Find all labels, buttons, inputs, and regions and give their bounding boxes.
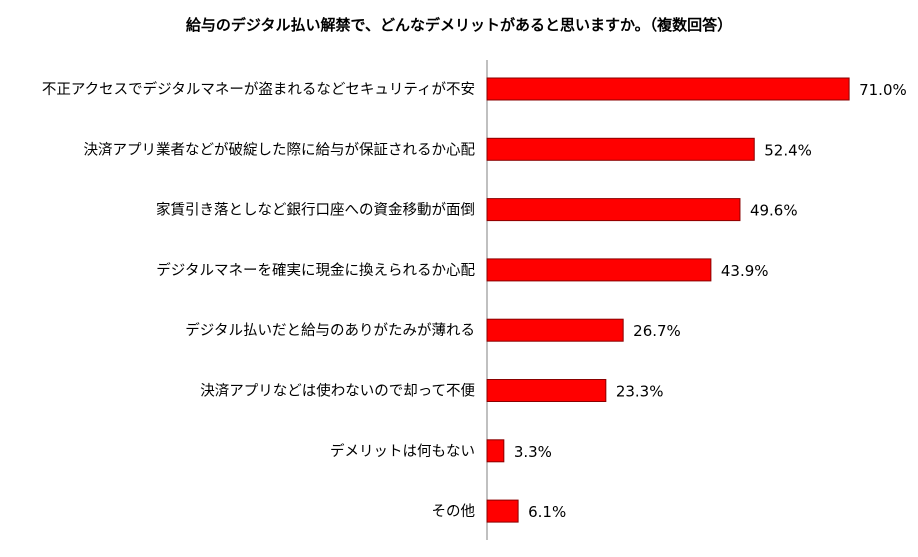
value-label: 26.7% (633, 322, 681, 340)
category-label: デジタル払いだと給与のありがたみが薄れる (185, 321, 475, 339)
bar-3 (486, 258, 712, 282)
bar-7 (486, 499, 519, 523)
category-label: 家賃引き落としなど銀行口座への資金移動が面倒 (156, 202, 475, 219)
category-label: デジタルマネーを確実に現金に換えられるか心配 (156, 261, 475, 279)
category-label: デメリットは何もない (330, 442, 475, 460)
value-label: 71.0% (859, 81, 907, 99)
bar-0 (486, 77, 850, 101)
value-label: 6.1% (528, 503, 566, 521)
bar-1 (486, 137, 755, 161)
bar-5 (486, 379, 607, 402)
category-label: 決済アプリなどは使わないので却って不便 (200, 383, 475, 400)
value-label: 52.4% (764, 141, 812, 159)
value-label: 43.9% (721, 262, 769, 280)
bars-group: 不正アクセスでデジタルマネーが盗まれるなどセキュリティが不安 71.0% 決済アプリ… (42, 77, 907, 523)
bar-2 (486, 198, 741, 222)
value-label: 23.3% (616, 383, 664, 401)
bar-4 (486, 318, 624, 342)
value-label: 49.6% (750, 202, 798, 220)
value-label: 3.3% (514, 443, 552, 461)
chart-title: 給与のデジタル払い解禁で、どんなデメリットがあると思いますか。（複数回答） (186, 16, 732, 34)
category-label: 決済アプリ業者などが破綻した際に給与が保証されるか心配 (84, 141, 476, 158)
category-label: その他 (432, 503, 476, 520)
category-label: 不正アクセスでデジタルマネーが盗まれるなどセキュリティが不安 (42, 80, 475, 98)
bar-6 (486, 439, 505, 463)
